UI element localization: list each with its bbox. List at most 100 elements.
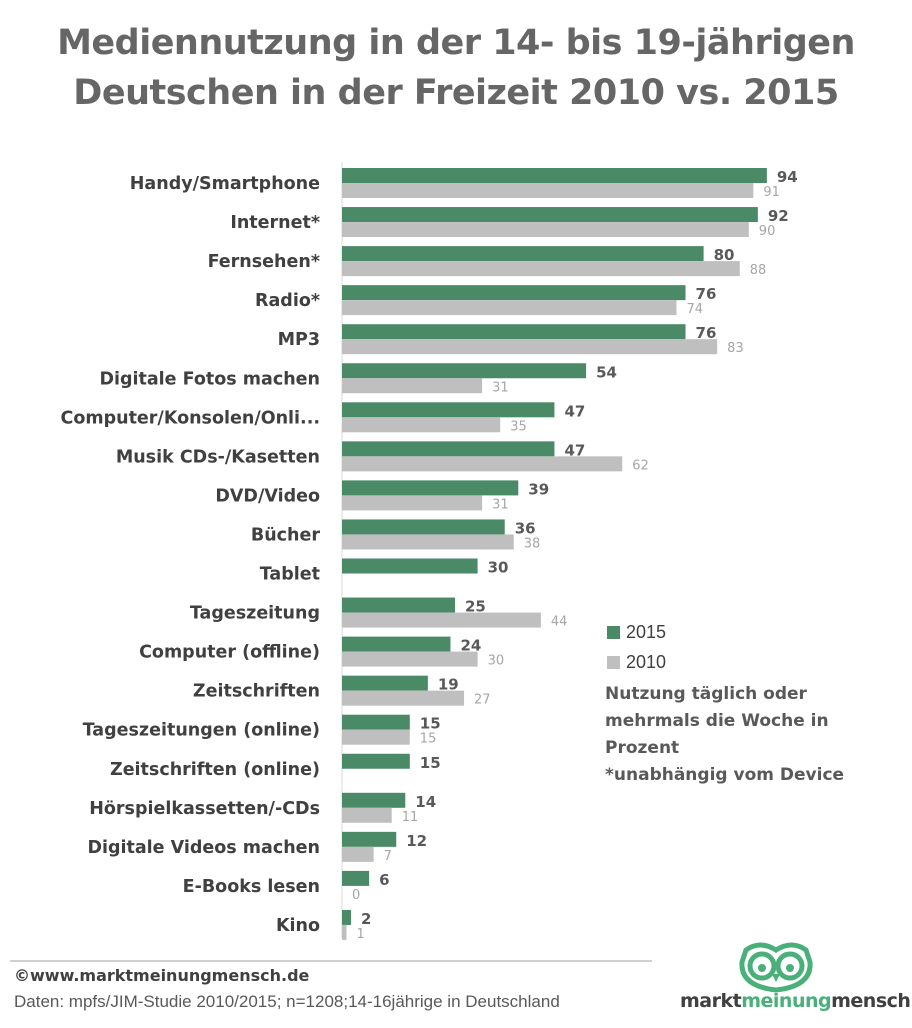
data-label-2015: 30 xyxy=(488,559,509,577)
category-label: Bücher xyxy=(251,525,320,545)
bar-2015 xyxy=(342,441,555,457)
data-label-2010: 0 xyxy=(352,888,360,903)
category-label: Zeitschriften xyxy=(193,682,320,702)
category-label: MP3 xyxy=(278,330,320,350)
data-label-2010: 27 xyxy=(474,693,491,708)
data-label-2015: 19 xyxy=(438,676,459,694)
data-label-2010: 38 xyxy=(524,536,541,551)
data-label-2010: 30 xyxy=(488,654,505,669)
data-label-2015: 15 xyxy=(420,715,441,733)
bar-2010 xyxy=(342,456,623,472)
bar-2015 xyxy=(342,792,406,808)
category-label: Digitale Videos machen xyxy=(87,838,320,858)
copyright-link[interactable]: ©www.marktmeinungmensch.de xyxy=(14,966,310,985)
data-label-2010: 15 xyxy=(420,732,437,747)
bar-2010 xyxy=(342,417,501,433)
chart-note: Nutzung täglich oder mehrmals die Woche … xyxy=(605,681,895,789)
bar-2015 xyxy=(342,753,410,769)
logo-wordmark: marktmeinungmensch xyxy=(680,990,911,1012)
bar-2015 xyxy=(342,675,428,691)
data-label-2010: 91 xyxy=(763,185,780,200)
data-label-2010: 35 xyxy=(510,419,527,434)
category-label: Internet* xyxy=(230,213,320,233)
bar-2010 xyxy=(342,495,483,511)
category-label: Zeitschriften (online) xyxy=(110,760,320,780)
bar-2015 xyxy=(342,714,410,730)
category-label: Fernsehen* xyxy=(208,252,320,272)
note-line-2: mehrmals die Woche in xyxy=(605,711,829,731)
bar-2015 xyxy=(342,168,767,183)
bar-2015 xyxy=(342,402,555,418)
note-line-3: Prozent xyxy=(605,738,680,758)
bar-2015 xyxy=(342,207,758,223)
legend-item-2010: 2010 xyxy=(607,647,666,677)
bar-2010 xyxy=(342,729,410,745)
data-label-2010: 62 xyxy=(632,458,649,473)
bar-2015 xyxy=(342,909,352,925)
bar-2010 xyxy=(342,651,478,667)
category-label: Computer/Konsolen/Onli... xyxy=(60,408,320,428)
data-label-2015: 47 xyxy=(564,441,585,459)
category-label: Computer (offline) xyxy=(139,643,320,663)
data-label-2015: 80 xyxy=(714,246,735,264)
bar-2015 xyxy=(342,324,686,340)
legend: 2015 2010 xyxy=(607,617,666,677)
data-label-2015: 54 xyxy=(596,363,617,381)
category-label: E-Books lesen xyxy=(183,877,320,897)
data-label-2010: 7 xyxy=(384,849,392,864)
bar-2010 xyxy=(342,846,374,862)
category-label: Handy/Smartphone xyxy=(130,174,320,194)
chart-title-line-2: Deutschen in der Freizeit 2010 vs. 2015 xyxy=(73,73,839,113)
bar-2010 xyxy=(342,378,483,394)
bar-2015 xyxy=(342,519,505,535)
bar-2015 xyxy=(342,285,686,301)
bar-2015 xyxy=(342,870,370,886)
bar-2010 xyxy=(342,612,541,628)
data-label-2010: 88 xyxy=(750,263,767,278)
data-label-2015: 24 xyxy=(460,637,481,655)
bar-2010 xyxy=(342,807,392,823)
legend-label-2015: 2015 xyxy=(626,621,667,642)
category-label: Musik CDs-/Kasetten xyxy=(116,447,320,467)
bar-2015 xyxy=(342,597,455,613)
data-label-2010: 44 xyxy=(551,615,568,630)
data-label-2010: 31 xyxy=(492,380,509,395)
data-label-2010: 83 xyxy=(727,341,744,356)
data-label-2015: 36 xyxy=(515,519,536,537)
data-label-2015: 92 xyxy=(768,207,789,225)
bar-2015 xyxy=(342,246,704,262)
legend-swatch-2015 xyxy=(607,625,620,639)
category-label: Tageszeitung xyxy=(190,604,320,624)
data-label-2015: 94 xyxy=(777,168,798,186)
bar-2010 xyxy=(342,183,754,198)
category-label: Tageszeitungen (online) xyxy=(83,721,320,741)
bar-2010 xyxy=(342,534,514,550)
data-label-2015: 14 xyxy=(415,793,436,811)
category-label: Radio* xyxy=(255,291,320,311)
data-label-2010: 11 xyxy=(402,810,419,825)
category-label: Tablet xyxy=(260,565,320,585)
data-label-2015: 12 xyxy=(406,832,427,850)
category-label: Hörspielkassetten/-CDs xyxy=(89,799,320,819)
footer-divider xyxy=(10,960,652,962)
data-label-2015: 76 xyxy=(696,324,717,342)
data-label-2015: 25 xyxy=(465,598,486,616)
category-label: DVD/Video xyxy=(215,486,320,506)
bar-2015 xyxy=(342,363,587,379)
data-label-2010: 31 xyxy=(492,497,509,512)
data-label-2015: 39 xyxy=(528,480,549,498)
data-label-2010: 90 xyxy=(759,224,776,239)
bar-2010 xyxy=(342,222,749,238)
data-label-2015: 15 xyxy=(420,754,441,772)
chart-title: Mediennutzung in der 14- bis 19-jährigen… xyxy=(0,18,912,118)
bar-2015 xyxy=(342,558,478,574)
legend-label-2010: 2010 xyxy=(626,651,667,672)
note-line-1: Nutzung täglich oder xyxy=(605,684,807,704)
data-label-2015: 76 xyxy=(696,285,717,303)
note-line-4: *unabhängig vom Device xyxy=(605,765,845,785)
bar-2010 xyxy=(342,339,718,355)
data-label-2015: 47 xyxy=(564,402,585,420)
data-label-2015: 2 xyxy=(361,910,371,928)
chart-title-line-1: Mediennutzung in der 14- bis 19-jährigen xyxy=(57,23,855,63)
bar-2010 xyxy=(342,261,740,277)
